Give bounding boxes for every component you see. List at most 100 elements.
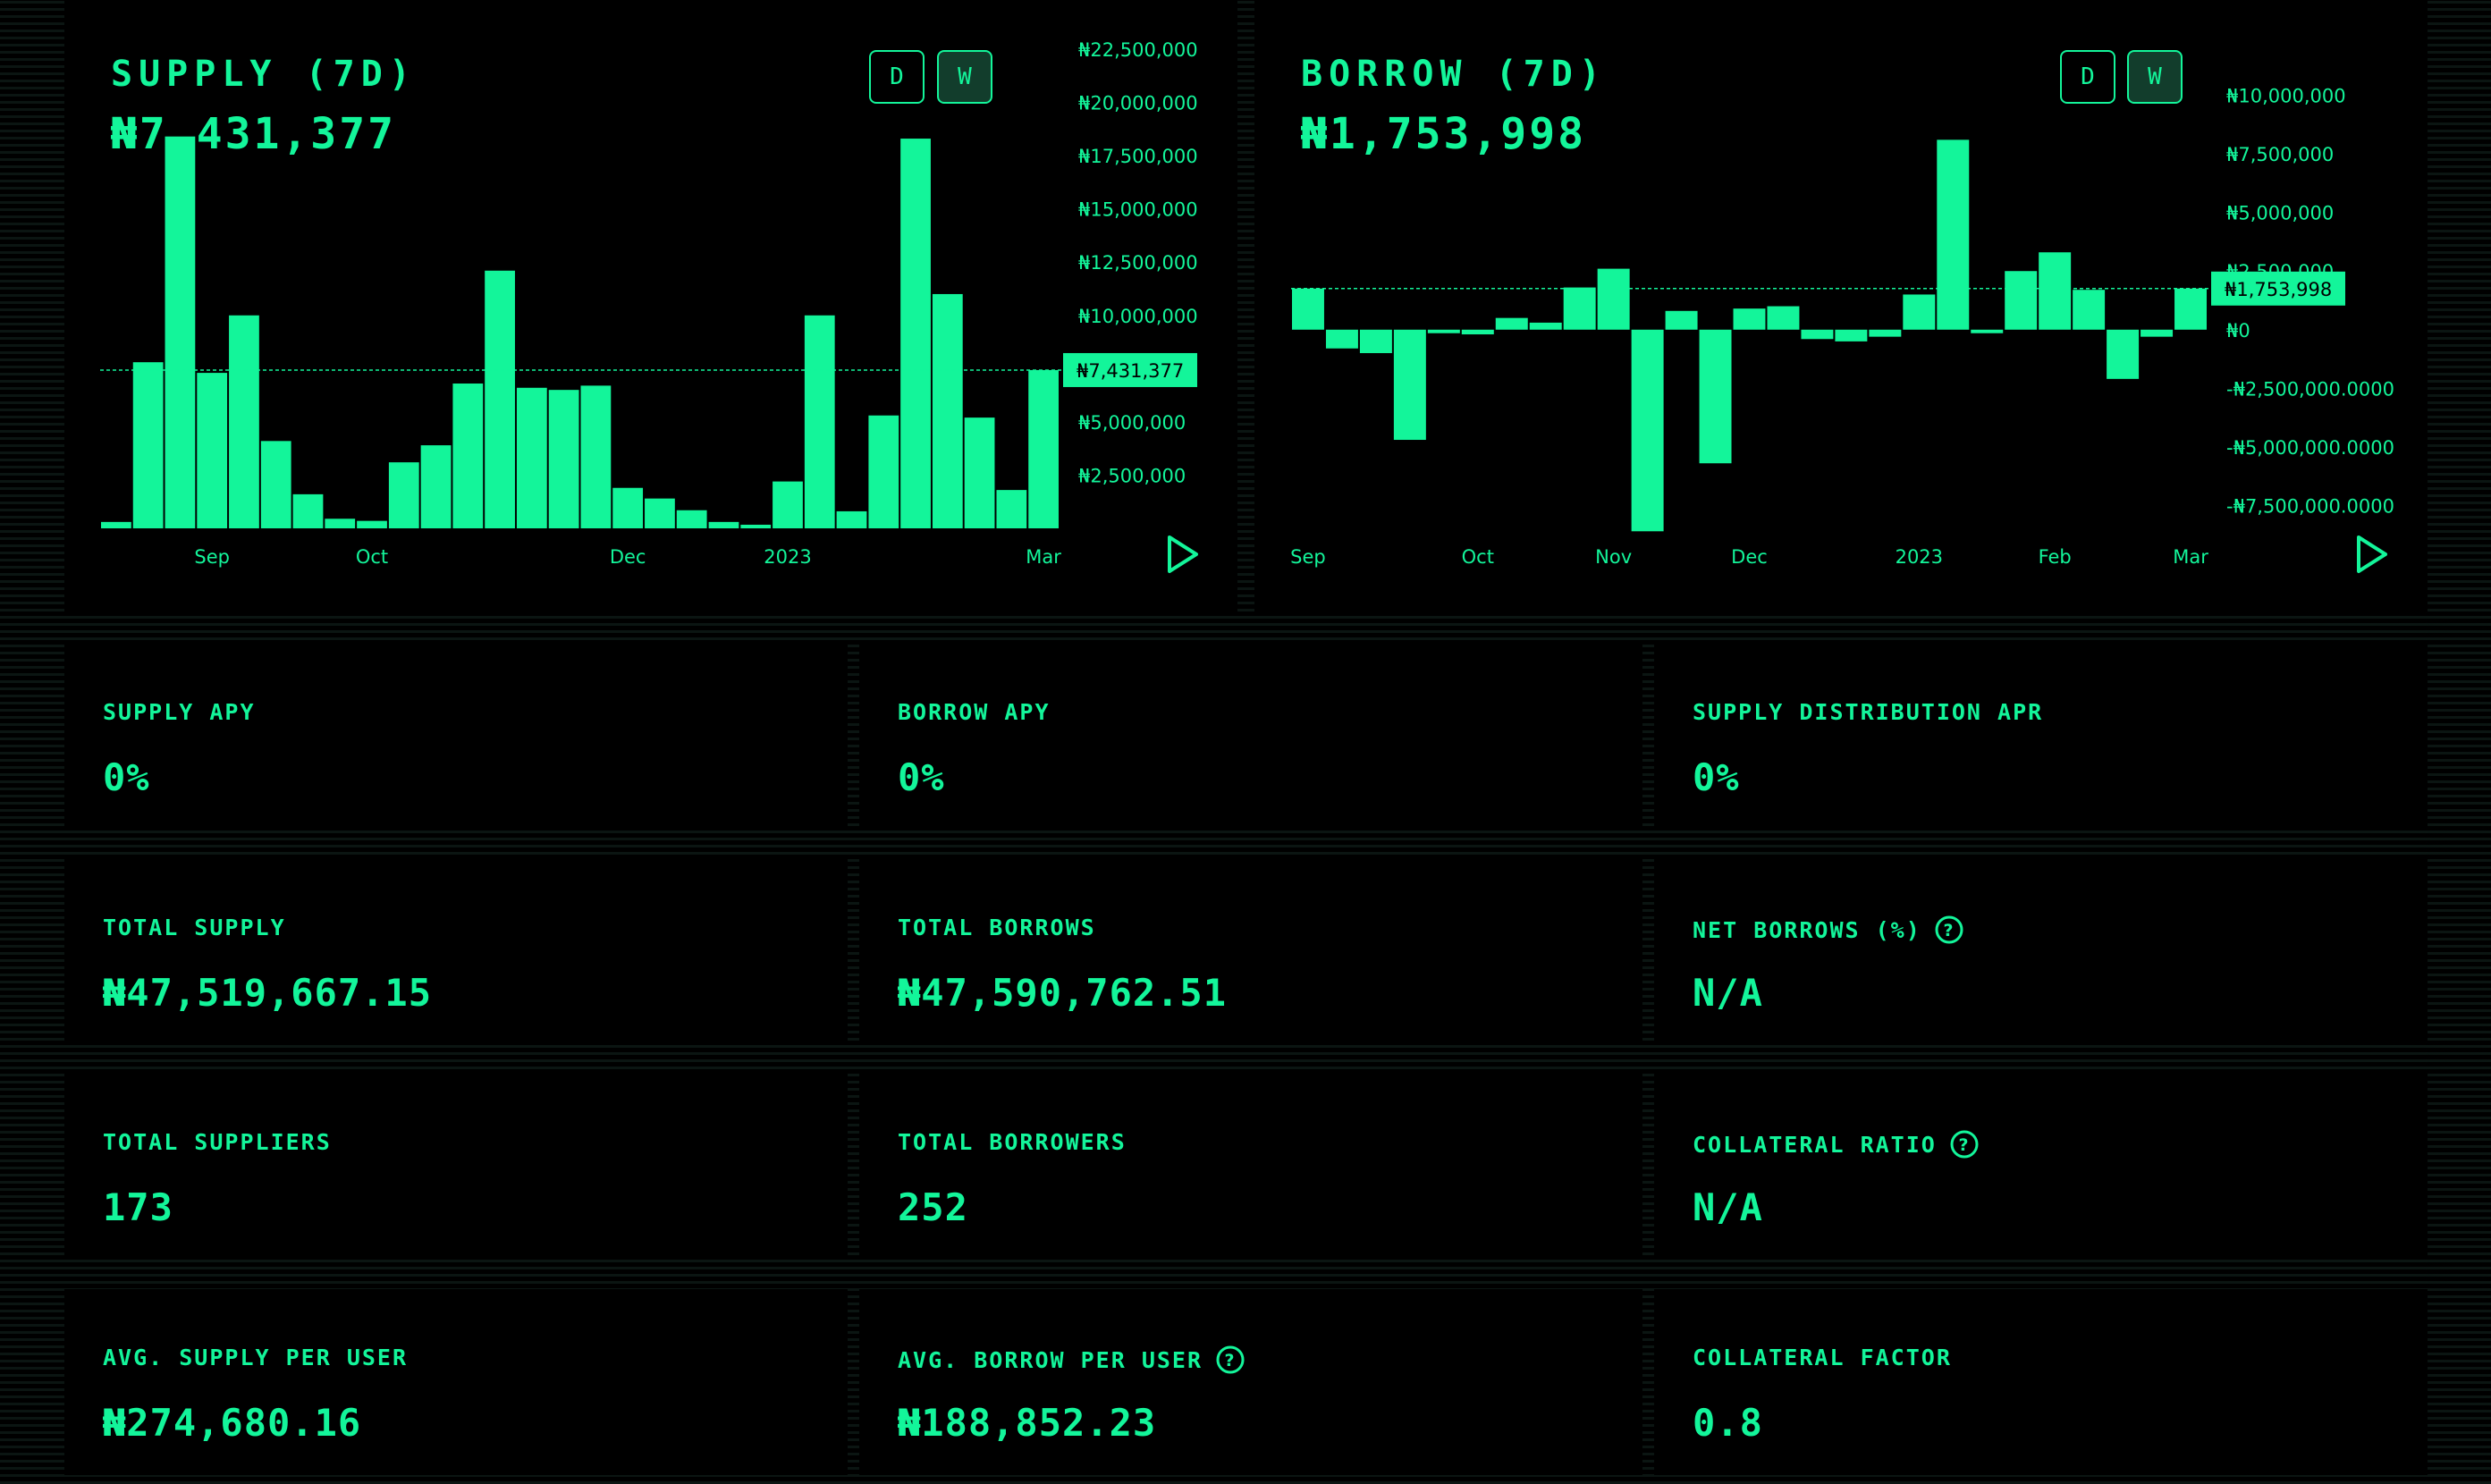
chart-bar	[357, 520, 387, 528]
reference-label-box	[1063, 352, 1197, 387]
chart-bar	[1359, 329, 1392, 353]
chart-bar	[1631, 329, 1664, 532]
stat-total-borrows: TOTAL BORROWS ₦47,590,762.51	[859, 859, 1642, 1045]
chart-bar	[836, 510, 867, 528]
stat-label: TOTAL BORROWS	[898, 915, 1096, 940]
borrow-play-button[interactable]	[2355, 534, 2391, 575]
chart-bar	[1733, 308, 1766, 330]
chart-bar	[1665, 310, 1698, 330]
chart-bar	[645, 498, 675, 528]
borrow-weekly-toggle[interactable]: W	[2127, 50, 2183, 104]
stat-value: N/A	[1693, 971, 1763, 1015]
chart-bar	[1835, 329, 1868, 341]
stat-borrow-apy: BORROW APY 0%	[859, 644, 1642, 830]
help-icon[interactable]: ?	[1934, 915, 1964, 945]
stat-label: SUPPLY APY	[103, 699, 256, 725]
stat-avg-borrow-per-user: AVG. BORROW PER USER ? ₦188,852.23	[859, 1289, 1642, 1475]
chart-bar	[1563, 287, 1596, 330]
chart-bar	[165, 136, 196, 528]
chart-bar	[1903, 294, 1936, 330]
svg-text:?: ?	[1225, 1351, 1237, 1370]
borrow-daily-toggle[interactable]: D	[2060, 50, 2115, 104]
y-tick-label: ₦17,500,000	[1078, 146, 1198, 167]
stat-total-suppliers: TOTAL SUPPLIERS 173	[64, 1074, 848, 1260]
supply-weekly-toggle[interactable]: W	[937, 50, 992, 104]
chart-bar	[1028, 369, 1059, 528]
svg-text:?: ?	[1943, 921, 1955, 940]
stat-value: ₦274,680.16	[103, 1401, 362, 1445]
supply-play-button[interactable]	[1166, 534, 1202, 575]
stat-value: N/A	[1693, 1185, 1763, 1229]
stat-label: AVG. BORROW PER USER	[898, 1346, 1203, 1373]
chart-bar	[2073, 290, 2106, 330]
y-tick-label: -₦7,500,000.0000	[2226, 495, 2394, 517]
chart-bar	[260, 441, 291, 528]
chart-bar	[580, 385, 612, 528]
stat-label: NET BORROWS (%)	[1693, 916, 1921, 943]
stat-supply-apy: SUPPLY APY 0%	[64, 644, 848, 830]
help-icon[interactable]: ?	[1949, 1129, 1980, 1159]
chart-bar	[485, 270, 515, 528]
chart-bar	[804, 315, 835, 528]
x-tick-label: Nov	[1595, 546, 1632, 568]
chart-bar	[2141, 329, 2174, 337]
x-tick-label: Sep	[1290, 546, 1326, 568]
chart-bar	[420, 445, 452, 528]
chart-bar	[996, 490, 1027, 528]
svg-text:?: ?	[1958, 1135, 1970, 1155]
y-tick-label: ₦7,500,000	[2226, 144, 2334, 165]
help-icon[interactable]: ?	[1215, 1345, 1246, 1375]
stat-value: 0.8	[1693, 1401, 1763, 1445]
y-tick-label: ₦10,000,000	[1078, 306, 1198, 327]
x-tick-label: Mar	[2173, 546, 2208, 568]
chart-bar	[932, 293, 963, 528]
chart-bar	[452, 384, 484, 528]
stat-value: 252	[898, 1185, 968, 1229]
x-tick-label: Dec	[1731, 546, 1768, 568]
chart-bar	[229, 315, 259, 528]
stat-label: BORROW APY	[898, 699, 1051, 725]
stat-value: 0%	[898, 755, 945, 799]
x-tick-label: Sep	[194, 546, 230, 568]
chart-bar	[612, 487, 644, 528]
chart-bar	[388, 462, 419, 528]
x-tick-label: Mar	[1026, 546, 1061, 568]
x-tick-label: Oct	[356, 546, 388, 568]
stat-value: 0%	[103, 755, 150, 799]
stat-collateral-factor: COLLATERAL FACTOR 0.8	[1654, 1289, 2428, 1475]
y-tick-label: ₦5,000,000	[2226, 203, 2334, 224]
supply-chart-value: ₦7,431,377	[111, 109, 396, 159]
chart-bar	[1461, 329, 1494, 335]
stat-label: COLLATERAL RATIO	[1693, 1131, 1937, 1158]
y-tick-label: ₦2,500,000	[1078, 465, 1186, 486]
y-tick-label: ₦20,000,000	[1078, 93, 1198, 114]
y-tick-label: -₦5,000,000.0000	[2226, 437, 2394, 459]
chart-bar	[132, 362, 164, 528]
stat-value: 173	[103, 1185, 173, 1229]
reference-label: ₦7,431,377	[1077, 360, 1184, 382]
chart-bar	[101, 521, 131, 528]
stat-value: ₦188,852.23	[898, 1401, 1157, 1445]
chart-bar	[516, 387, 547, 528]
chart-bar	[900, 139, 931, 528]
supply-daily-toggle[interactable]: D	[869, 50, 925, 104]
stat-value: 0%	[1693, 755, 1740, 799]
chart-bar	[1292, 288, 1324, 330]
chart-bar	[676, 510, 707, 528]
stat-supply-distribution-apr: SUPPLY DISTRIBUTION APR 0%	[1654, 644, 2428, 830]
stat-avg-supply-per-user: AVG. SUPPLY PER USER ₦274,680.16	[64, 1289, 848, 1475]
stat-label: TOTAL SUPPLY	[103, 915, 286, 940]
chart-bar	[2107, 329, 2140, 379]
stat-label: COLLATERAL FACTOR	[1693, 1345, 1952, 1370]
y-tick-label: -₦2,500,000.0000	[2226, 378, 2394, 400]
supply-chart-panel: SUPPLY (7D) ₦7,431,377 D W ₦2,500,000 ₦5,…	[64, 0, 1237, 612]
x-tick-label: Dec	[610, 546, 646, 568]
stat-label: TOTAL SUPPLIERS	[103, 1129, 332, 1155]
y-tick-label: ₦22,500,000	[1078, 39, 1198, 61]
y-tick-label: ₦12,500,000	[1078, 252, 1198, 274]
x-tick-label: Oct	[1462, 546, 1494, 568]
chart-bar	[773, 481, 803, 528]
chart-bar	[1427, 329, 1460, 333]
stat-label: SUPPLY DISTRIBUTION APR	[1693, 699, 2044, 725]
chart-bar	[2174, 288, 2207, 330]
